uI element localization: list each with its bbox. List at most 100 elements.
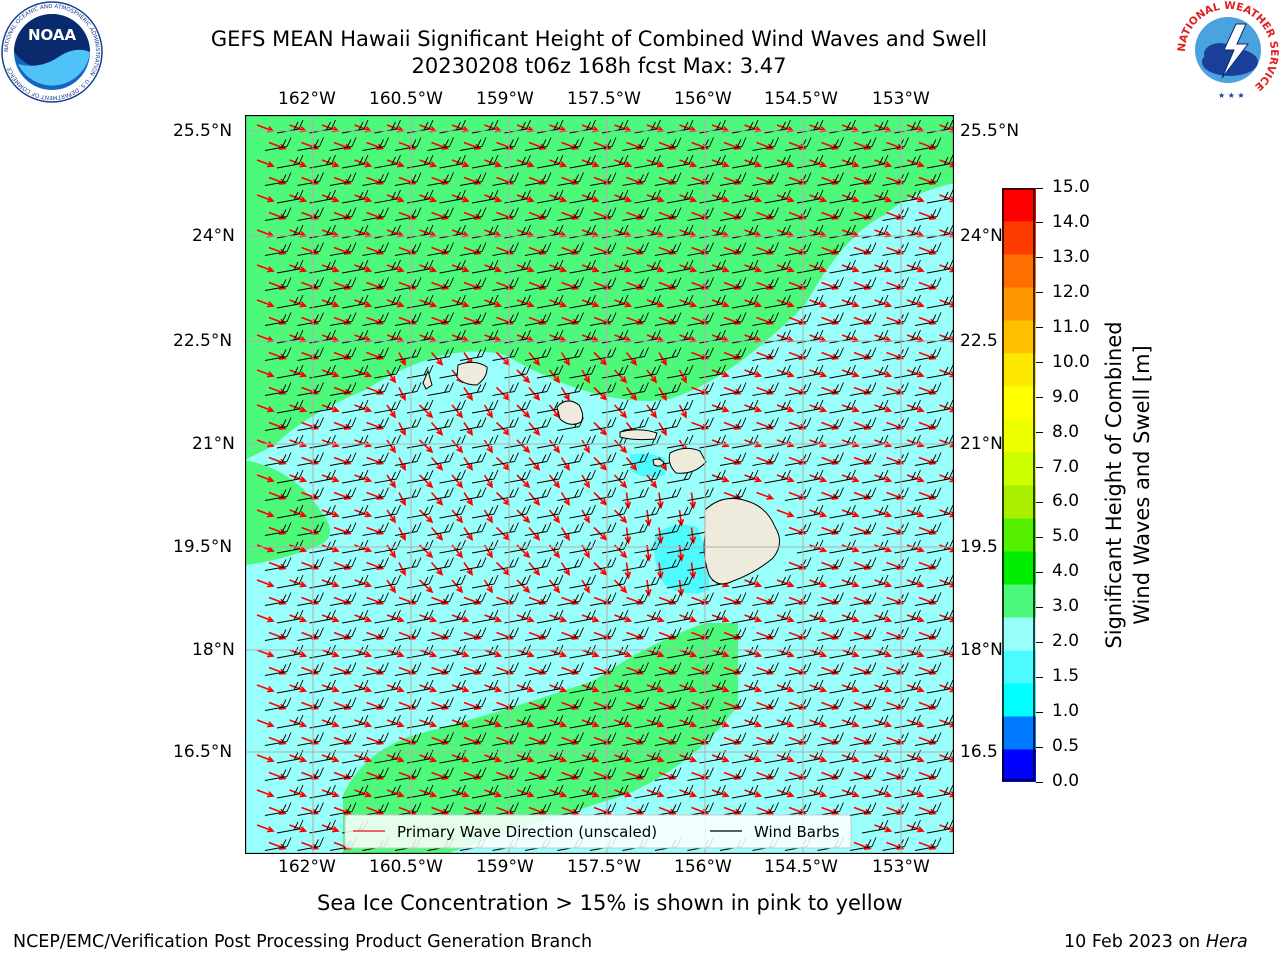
wave-direction-arrow xyxy=(646,369,658,384)
wind-barb xyxy=(264,557,292,571)
wind-barb xyxy=(764,294,791,309)
wind-barb xyxy=(666,609,694,624)
wind-barb xyxy=(817,697,844,711)
wind-barb xyxy=(914,382,942,396)
wave-direction-arrow xyxy=(658,387,667,402)
wind-barb xyxy=(459,487,487,501)
wave-direction-arrow xyxy=(386,159,405,168)
wind-barb xyxy=(764,469,791,484)
wind-barb xyxy=(654,487,682,501)
wave-direction-arrow xyxy=(354,509,373,518)
wave-direction-arrow xyxy=(646,264,665,273)
wind-barb xyxy=(471,189,499,204)
wind-barb xyxy=(634,399,661,414)
wave-direction-arrow xyxy=(463,457,474,472)
colorbar-band xyxy=(1002,254,1036,288)
wind-barb xyxy=(719,627,747,641)
wind-barb xyxy=(297,662,324,676)
wave-direction-arrow xyxy=(354,754,373,763)
wind-barb xyxy=(439,154,466,169)
wave-region-south-green xyxy=(343,623,738,854)
wind-barb xyxy=(666,714,694,729)
island-oahu xyxy=(556,400,584,425)
wind-barb xyxy=(894,714,921,729)
wave-direction-arrow xyxy=(354,404,373,413)
wind-barb xyxy=(849,662,877,676)
wave-direction-arrow xyxy=(483,439,493,454)
wind-barb xyxy=(394,207,422,221)
wind-barb xyxy=(362,557,389,571)
wind-barb xyxy=(374,469,401,484)
lat-label-right: 16.5 xyxy=(960,742,998,762)
wave-direction-arrow xyxy=(321,579,340,588)
wind-barb xyxy=(622,207,649,221)
wave-direction-arrow xyxy=(809,369,828,378)
wave-direction-arrow xyxy=(484,684,503,693)
colorbar xyxy=(1002,188,1036,782)
wave-direction-arrow xyxy=(841,614,860,623)
wind-barb xyxy=(341,469,369,484)
wind-barb xyxy=(524,662,552,676)
noaa-logo: NOAA NATIONAL OCEANIC AND ATMOSPHERIC AD… xyxy=(1,1,103,103)
wave-direction-arrow xyxy=(809,754,828,763)
wind-barb xyxy=(926,469,954,484)
wind-barb xyxy=(752,592,779,606)
wave-direction-arrow xyxy=(581,579,590,594)
wave-direction-arrow xyxy=(939,789,954,798)
wind-barb xyxy=(341,504,369,519)
wind-barb xyxy=(589,312,617,326)
wind-barb xyxy=(362,767,389,781)
wind-barb xyxy=(894,679,921,694)
wave-direction-arrow xyxy=(548,439,561,454)
wind-barb xyxy=(264,662,292,676)
wind-barb xyxy=(374,364,401,379)
wind-barb xyxy=(329,417,357,431)
colorbar-title-line1: Significant Height of Combined xyxy=(1102,321,1126,649)
wave-direction-arrow xyxy=(744,264,763,273)
wind-barb xyxy=(524,522,552,536)
wind-barb xyxy=(459,522,487,536)
wind-barb xyxy=(666,784,694,799)
wind-barb xyxy=(914,627,942,641)
wind-barb xyxy=(329,557,357,571)
wave-direction-arrow xyxy=(256,579,275,588)
wind-barb xyxy=(504,679,531,694)
wave-direction-arrow xyxy=(906,194,925,203)
wind-barb xyxy=(764,399,791,414)
wind-barb xyxy=(264,417,292,431)
wind-barb xyxy=(471,294,499,309)
wind-barb xyxy=(276,294,304,309)
wind-barb xyxy=(504,574,531,589)
wave-direction-arrow xyxy=(906,369,925,378)
wind-barb xyxy=(264,732,292,746)
wind-barb xyxy=(719,382,747,396)
wind-barb xyxy=(536,714,564,729)
wave-direction-arrow xyxy=(613,474,628,489)
wave-direction-arrow xyxy=(841,649,860,658)
wind-barb xyxy=(362,487,389,501)
wind-barb xyxy=(849,137,877,151)
lon-label-top: 159°W xyxy=(476,89,534,109)
wave-direction-arrow xyxy=(386,439,397,454)
wave-direction-arrow xyxy=(289,649,308,658)
wind-barb xyxy=(459,347,487,361)
wind-barb xyxy=(654,592,682,606)
wave-direction-arrow xyxy=(548,579,561,594)
wind-barb xyxy=(427,417,454,431)
wind-barb xyxy=(394,417,422,431)
wind-barb xyxy=(731,154,759,169)
wave-direction-arrow xyxy=(646,684,665,693)
wave-direction-arrow xyxy=(776,789,795,798)
wind-barb xyxy=(796,469,824,484)
wind-barb xyxy=(719,137,747,151)
wind-barb xyxy=(894,259,921,274)
island-niihau xyxy=(422,369,433,390)
wave-direction-arrow xyxy=(906,264,925,273)
wave-direction-arrow xyxy=(613,509,628,524)
wave-direction-arrow xyxy=(906,404,925,413)
wind-barb xyxy=(764,609,791,624)
wind-barb xyxy=(471,679,499,694)
wind-barb xyxy=(471,504,499,519)
wind-barb xyxy=(894,504,921,519)
wind-barb xyxy=(557,522,584,536)
